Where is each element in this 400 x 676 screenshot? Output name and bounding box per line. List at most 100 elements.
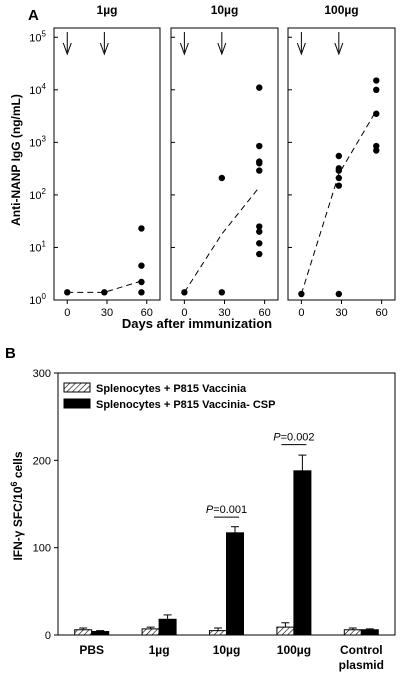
panel-a-data-point <box>181 289 188 296</box>
panel-b-x-tick-label: 1µg <box>149 643 170 657</box>
panel-b-bar <box>360 629 379 636</box>
panel-b-y-tick-label: 300 <box>33 368 51 380</box>
panel-a-y-tick-label: 105 <box>29 29 46 44</box>
panel-a-data-point <box>373 77 380 84</box>
panel-a-y-tick-exponent: 1 <box>42 239 47 248</box>
panel-a-data-point <box>256 142 263 150</box>
panel-a-x-tick-label: 60 <box>376 307 388 319</box>
panel-a-y-tick-exponent: 4 <box>42 82 47 91</box>
p-value-number: =0.002 <box>281 432 315 444</box>
panel-b-y-tick-label: 0 <box>45 630 51 642</box>
panel-a-x-tick-label: 60 <box>141 307 153 319</box>
panel-b-bar <box>293 470 312 636</box>
panel-a-y-tick-label: 104 <box>29 82 46 97</box>
panel-a-mean-line <box>300 110 377 295</box>
panel-b-y-axis-label: IFN-γ SFC/106 cells <box>9 451 25 560</box>
panel-b-bar <box>343 629 362 636</box>
legend-swatch <box>63 398 91 409</box>
panel-a-data-point <box>335 290 343 298</box>
panel-b-chart: B IFN-γ SFC/106 cells 0 100 200 300 P=0.001… <box>5 345 396 672</box>
panel-b-y-label-greek: γ <box>11 530 25 537</box>
panel-a-data-point <box>138 289 145 296</box>
panel-b-bar <box>91 631 110 636</box>
panel-a-data-point <box>101 289 108 296</box>
panel-a-x-tick-label: 30 <box>335 307 347 319</box>
panel-a-y-tick-exponent: 5 <box>42 29 47 38</box>
immunization-arrow-head <box>179 42 189 56</box>
p-value-label: P=0.002 <box>273 432 314 444</box>
panel-a-data-point <box>256 240 263 247</box>
panel-b-y-tick-label: 200 <box>33 455 51 467</box>
panel-b-bar <box>141 628 160 636</box>
panel-a-y-tick-label: 100 <box>29 292 46 307</box>
panel-a-data-point <box>335 174 343 182</box>
panel-a-data-point <box>373 86 380 94</box>
panel-a-y-tick-base: 10 <box>29 242 41 254</box>
panel-a-subpanels: 1µg 0 30 60 10µg 0 30 60 100µg 0 30 60 <box>53 3 396 319</box>
panel-a-subpanel-title: 100µg <box>324 3 358 17</box>
p-value-symbol: P <box>206 504 214 516</box>
panel-a-subpanel-title: 1µg <box>97 3 118 17</box>
panel-a-x-tick-label: 0 <box>298 307 304 319</box>
panel-a-data-point <box>373 147 380 154</box>
panel-a-subpanel-frame <box>287 27 396 301</box>
panel-a-data-point <box>256 84 263 91</box>
immunization-arrow-head <box>62 42 72 56</box>
panel-b-x-tick-label: PBS <box>79 643 104 657</box>
p-value-label: P=0.001 <box>206 504 247 516</box>
panel-b-bar <box>74 629 93 636</box>
panel-a-x-axis-label: Days after immunization <box>122 316 272 331</box>
immunization-arrow-head <box>334 42 344 56</box>
panel-a-label: A <box>28 7 39 24</box>
panel-a-data-point <box>373 110 380 117</box>
panel-a-data-point <box>218 174 226 182</box>
panel-a-y-tick-exponent: 3 <box>42 134 47 143</box>
panel-a-y-tick-label: 102 <box>29 187 46 202</box>
panel-b-label: B <box>5 345 16 362</box>
panel-a-x-tick-label: 0 <box>181 307 187 319</box>
panel-a-mean-line <box>183 186 260 293</box>
panel-a-data-point <box>373 142 380 150</box>
panel-a-x-tick-label: 30 <box>101 307 113 319</box>
panel-a-x-tick-label: 60 <box>259 307 271 319</box>
panel-a-data-point <box>256 250 263 258</box>
panel-a-data-point <box>218 289 226 296</box>
immunization-arrow-head <box>217 42 227 56</box>
panel-a-y-tick-label: 101 <box>29 239 46 254</box>
panel-b-y-label-suffix: cells <box>11 451 25 481</box>
panel-a-x-tick-label: 30 <box>218 307 230 319</box>
panel-a-data-point <box>256 223 263 230</box>
panel-a-y-tick-exponent: 2 <box>42 187 47 196</box>
immunization-arrow-head <box>296 42 306 56</box>
panel-a-x-tick-label: 0 <box>64 307 70 319</box>
panel-a-subpanel: 1µg 0 30 60 <box>53 3 161 319</box>
panel-b-y-label-prefix: IFN- <box>11 537 25 560</box>
panel-a-data-point <box>138 262 145 269</box>
panel-a-data-point <box>256 167 263 174</box>
panel-a-data-point <box>298 290 305 298</box>
panel-a-y-tick-base: 10 <box>29 85 41 97</box>
immunization-arrow-head <box>99 42 109 56</box>
panel-a-data-point <box>335 165 343 172</box>
panel-b-bar <box>209 630 227 636</box>
panel-b-y-label-mid: SFC/10 <box>11 486 25 530</box>
panel-b-x-tick-label-line2: plasmid <box>339 658 384 672</box>
panel-a-data-point <box>64 289 71 296</box>
panel-a-mean-line <box>67 280 142 293</box>
panel-a-y-tick-base: 10 <box>29 32 41 44</box>
p-value-number: =0.001 <box>213 504 247 516</box>
panel-b-x-tick-label: Control <box>340 643 383 657</box>
legend-swatch <box>63 382 91 393</box>
panel-b-y-tick-label: 100 <box>33 543 51 555</box>
panel-a-data-point <box>256 158 263 165</box>
legend-label: Splenocytes + P815 Vaccinia- CSP <box>96 399 275 411</box>
legend-label: Splenocytes + P815 Vaccinia <box>96 383 247 395</box>
panel-b-bar <box>226 532 244 636</box>
panel-a-subpanel: 100µg 0 30 60 <box>287 3 396 319</box>
panel-a-y-tick-label: 103 <box>29 134 46 149</box>
panel-a-y-tick-base: 10 <box>29 137 41 149</box>
